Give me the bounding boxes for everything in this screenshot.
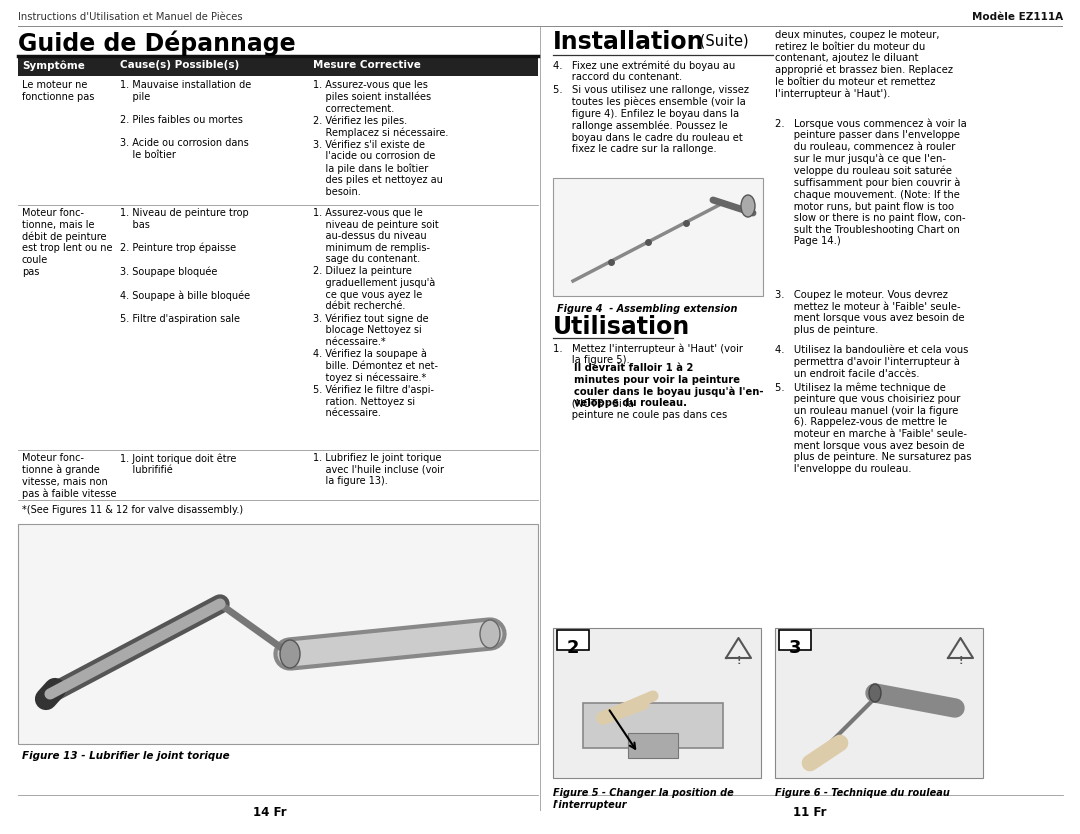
Text: Utilisation: Utilisation bbox=[553, 315, 690, 339]
Text: Instructions d'Utilisation et Manuel de Pièces: Instructions d'Utilisation et Manuel de … bbox=[18, 12, 243, 22]
Text: Moteur fonc-
tionne à grande
vitesse, mais non
pas à faible vitesse: Moteur fonc- tionne à grande vitesse, ma… bbox=[22, 453, 117, 499]
Text: !: ! bbox=[737, 656, 741, 666]
Bar bbox=[557, 630, 589, 650]
Bar bbox=[18, 57, 538, 76]
Bar bbox=[583, 703, 723, 748]
Bar bbox=[779, 630, 811, 650]
Text: Figure 13 - Lubrifier le joint torique: Figure 13 - Lubrifier le joint torique bbox=[22, 751, 230, 761]
Ellipse shape bbox=[869, 684, 881, 702]
Ellipse shape bbox=[741, 195, 755, 217]
Text: Cause(s) Possible(s): Cause(s) Possible(s) bbox=[120, 60, 240, 70]
Text: 3.   Coupez le moteur. Vous devrez
      mettez le moteur à 'Faible' seule-
    : 3. Coupez le moteur. Vous devrez mettez … bbox=[775, 290, 964, 334]
Text: Installation: Installation bbox=[553, 30, 704, 54]
Bar bbox=[553, 178, 762, 296]
Text: Modèle EZ111A: Modèle EZ111A bbox=[972, 12, 1063, 22]
Text: 1. Mauvaise installation de
    pile

2. Piles faibles ou mortes

3. Acide ou co: 1. Mauvaise installation de pile 2. Pile… bbox=[120, 80, 252, 159]
Text: 2.   Lorsque vous commencez à voir la
      peinture passer dans l'enveloppe
   : 2. Lorsque vous commencez à voir la pein… bbox=[775, 118, 967, 246]
Text: 1. Lubrifiez le joint torique
    avec l'huile incluse (voir
    la figure 13).: 1. Lubrifiez le joint torique avec l'hui… bbox=[313, 453, 444, 486]
Text: 1.   Mettez l'interrupteur à 'Haut' (voir
      la figure 5).: 1. Mettez l'interrupteur à 'Haut' (voir … bbox=[553, 343, 743, 365]
Text: 5.   Utilisez la même technique de
      peinture que vous choisiriez pour
     : 5. Utilisez la même technique de peintur… bbox=[775, 382, 972, 474]
Text: Il devrait falloir 1 à 2
      minutes pour voir la peinture
      couler dans l: Il devrait falloir 1 à 2 minutes pour vo… bbox=[553, 363, 764, 409]
Bar bbox=[18, 524, 538, 744]
Text: 14 Fr: 14 Fr bbox=[253, 806, 287, 819]
Ellipse shape bbox=[480, 620, 500, 648]
Text: 2: 2 bbox=[567, 639, 579, 657]
Text: (Suite): (Suite) bbox=[696, 33, 748, 48]
Ellipse shape bbox=[280, 640, 300, 668]
Text: 4.   Utilisez la bandoulière et cela vous
      permettra d'avoir l'interrupteur: 4. Utilisez la bandoulière et cela vous … bbox=[775, 345, 969, 379]
Text: Mesure Corrective: Mesure Corrective bbox=[313, 60, 421, 70]
Text: Figure 5 - Changer la position de
l'interrupteur: Figure 5 - Changer la position de l'inte… bbox=[553, 788, 733, 810]
Text: Moteur fonc-
tionne, mais le
débit de peinture
est trop lent ou ne
coule
pas: Moteur fonc- tionne, mais le débit de pe… bbox=[22, 208, 112, 277]
Text: 11 Fr: 11 Fr bbox=[793, 806, 827, 819]
Text: Figure 6 - Technique du rouleau: Figure 6 - Technique du rouleau bbox=[775, 788, 950, 798]
Text: 1. Assurez-vous que les
    piles soient installées
    correctement.
2. Vérifie: 1. Assurez-vous que les piles soient ins… bbox=[313, 80, 448, 197]
Text: Figure 4  - Assembling extension: Figure 4 - Assembling extension bbox=[557, 304, 738, 314]
Bar bbox=[553, 628, 761, 778]
Text: 1. Niveau de peinture trop
    bas

2. Peinture trop épaisse

3. Soupape bloquée: 1. Niveau de peinture trop bas 2. Peintu… bbox=[120, 208, 251, 324]
Text: 4.   Fixez une extrémité du boyau au
      raccord du contenant.: 4. Fixez une extrémité du boyau au racco… bbox=[553, 60, 735, 82]
Text: Guide de Dépannage: Guide de Dépannage bbox=[18, 30, 296, 56]
Text: *(See Figures 11 & 12 for valve disassembly.): *(See Figures 11 & 12 for valve disassem… bbox=[22, 505, 243, 515]
Text: Symptôme: Symptôme bbox=[22, 60, 85, 71]
Text: deux minutes, coupez le moteur,
retirez le boîtier du moteur du
contenant, ajout: deux minutes, coupez le moteur, retirez … bbox=[775, 30, 953, 99]
Text: !: ! bbox=[959, 656, 963, 666]
Text: 1. Joint torique doit être
    lubrififié: 1. Joint torique doit être lubrififié bbox=[120, 453, 237, 475]
Text: (NOTE : Si la
      peinture ne coule pas dans ces: (NOTE : Si la peinture ne coule pas dans… bbox=[553, 398, 727, 420]
Text: 1. Assurez-vous que le
    niveau de peinture soit
    au-dessus du niveau
    m: 1. Assurez-vous que le niveau de peintur… bbox=[313, 208, 438, 418]
Bar bbox=[627, 733, 678, 758]
Text: 3: 3 bbox=[788, 639, 801, 657]
Text: 5.   Si vous utilisez une rallonge, vissez
      toutes les pièces ensemble (voi: 5. Si vous utilisez une rallonge, vissez… bbox=[553, 85, 750, 154]
Bar bbox=[775, 628, 983, 778]
Text: Le moteur ne
fonctionne pas: Le moteur ne fonctionne pas bbox=[22, 80, 94, 102]
